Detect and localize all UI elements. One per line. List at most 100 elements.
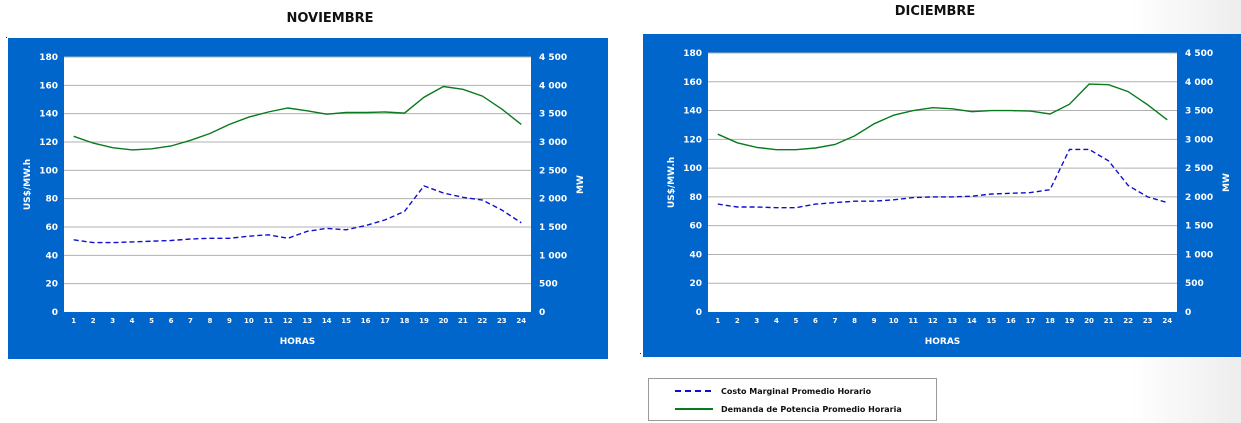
x-tick-label: 8 — [852, 317, 857, 325]
y2-tick-label: 500 — [539, 280, 558, 290]
chart-title-diciembre: DICIEMBRE — [894, 4, 976, 19]
y2-tick-label: 2 000 — [1185, 193, 1213, 203]
x-tick-label: 14 — [322, 317, 332, 325]
y2-tick-label: 500 — [1185, 279, 1204, 289]
y-tick-label: 120 — [39, 138, 58, 148]
y-tick-label: 80 — [689, 193, 702, 203]
x-tick-label: 21 — [458, 317, 468, 325]
series-line-demand — [717, 83, 1168, 151]
x-tick-label: 1 — [715, 317, 720, 325]
x-tick-label: 20 — [1084, 317, 1094, 325]
y2-tick-label: 0 — [1185, 308, 1191, 318]
x-tick-label: 2 — [91, 317, 96, 325]
x-tick-label: 13 — [947, 317, 957, 325]
y-tick-label: 140 — [683, 107, 702, 117]
y2-axis-label: MW — [1222, 173, 1232, 192]
y-tick-label: 0 — [52, 308, 58, 318]
legend-item-demand: Demanda de Potencia Promedio Horaria — [649, 402, 902, 416]
y-tick-label: 160 — [39, 81, 58, 91]
y-tick-label: 120 — [683, 135, 702, 145]
x-tick-label: 4 — [774, 317, 779, 325]
y2-tick-label: 2 500 — [539, 166, 567, 176]
x-tick-label: 4 — [130, 317, 135, 325]
x-tick-label: 3 — [754, 317, 759, 325]
legend-swatch-solid — [675, 408, 713, 410]
x-tick-label: 17 — [380, 317, 390, 325]
series-line-cost — [73, 185, 522, 244]
y-tick-label: 20 — [45, 280, 58, 290]
y-tick-label: 180 — [683, 49, 702, 59]
x-tick-label: 11 — [908, 317, 918, 325]
x-tick-label: 16 — [1006, 317, 1016, 325]
x-axis-label: HORAS — [280, 337, 316, 347]
x-tick-label: 17 — [1026, 317, 1036, 325]
x-tick-label: 11 — [263, 317, 273, 325]
x-tick-label: 10 — [244, 317, 254, 325]
y-tick-label: 60 — [689, 222, 702, 232]
y-tick-label: 60 — [45, 223, 58, 233]
x-tick-label: 18 — [400, 317, 410, 325]
x-tick-label: 23 — [497, 317, 507, 325]
x-tick-label: 7 — [833, 317, 838, 325]
chart-title-noviembre: NOVIEMBRE — [286, 11, 374, 26]
y-tick-label: 100 — [683, 164, 702, 174]
y2-axis-label: MW — [576, 175, 586, 194]
corner-mark — [6, 37, 7, 38]
y2-tick-label: 4 500 — [1185, 49, 1213, 59]
x-tick-label: 7 — [188, 317, 193, 325]
x-axis-label: HORAS — [925, 337, 961, 347]
x-tick-label: 6 — [813, 317, 818, 325]
y-tick-label: 160 — [683, 78, 702, 88]
x-tick-label: 22 — [1123, 317, 1133, 325]
x-tick-label: 23 — [1143, 317, 1153, 325]
y2-tick-label: 3 000 — [1185, 135, 1213, 145]
x-tick-label: 9 — [872, 317, 877, 325]
legend-label-cost: Costo Marginal Promedio Horario — [721, 386, 872, 396]
x-tick-label: 5 — [794, 317, 799, 325]
y-tick-label: 140 — [39, 110, 58, 120]
x-tick-label: 15 — [341, 317, 351, 325]
chart-panel-noviembre: 0 20 40 60 80 100 120 140 160 180 0 500 1 000 1 500 2 … — [8, 38, 608, 359]
x-tick-label: 9 — [227, 317, 232, 325]
x-tick-label: 10 — [889, 317, 899, 325]
y2-tick-label: 4 000 — [1185, 78, 1213, 88]
x-tick-label: 1 — [71, 317, 76, 325]
y-tick-label: 180 — [39, 53, 58, 63]
y-tick-label: 100 — [39, 166, 58, 176]
x-tick-label: 20 — [439, 317, 449, 325]
x-tick-label: 18 — [1045, 317, 1055, 325]
x-tick-label: 24 — [1162, 317, 1172, 325]
corner-mark — [640, 353, 641, 354]
plot-area — [708, 53, 1177, 312]
y2-tick-label: 3 500 — [539, 110, 567, 120]
legend-label-demand: Demanda de Potencia Promedio Horaria — [721, 404, 902, 414]
x-tick-label: 13 — [302, 317, 312, 325]
y-axis-label: US$/MW.h — [23, 159, 33, 210]
x-tick-label: 15 — [986, 317, 996, 325]
y2-tick-label: 1 500 — [1185, 222, 1213, 232]
chart-panel-diciembre: 0 20 40 60 80 100 120 140 160 180 0 500 1 000 1 500 2 … — [643, 34, 1241, 357]
y-tick-label: 40 — [45, 251, 58, 261]
legend-item-cost: Costo Marginal Promedio Horario — [649, 384, 871, 398]
x-tick-label: 2 — [735, 317, 740, 325]
y-tick-label: 0 — [696, 308, 702, 318]
x-tick-label: 24 — [516, 317, 526, 325]
x-tick-label: 16 — [361, 317, 371, 325]
x-tick-label: 6 — [169, 317, 174, 325]
x-tick-label: 21 — [1104, 317, 1114, 325]
x-tick-label: 22 — [477, 317, 487, 325]
y2-tick-label: 1 000 — [1185, 250, 1213, 260]
y2-tick-label: 1 500 — [539, 223, 567, 233]
y2-tick-label: 2 500 — [1185, 164, 1213, 174]
y2-tick-label: 0 — [539, 308, 545, 318]
x-tick-label: 19 — [419, 317, 429, 325]
x-tick-label: 8 — [208, 317, 213, 325]
y2-tick-label: 3 500 — [1185, 107, 1213, 117]
y2-tick-label: 2 000 — [539, 195, 567, 205]
y-axis-label: US$/MW.h — [667, 157, 677, 208]
y-tick-label: 20 — [689, 279, 702, 289]
x-tick-label: 19 — [1065, 317, 1075, 325]
series-line-cost — [717, 148, 1168, 209]
x-tick-label: 14 — [967, 317, 977, 325]
